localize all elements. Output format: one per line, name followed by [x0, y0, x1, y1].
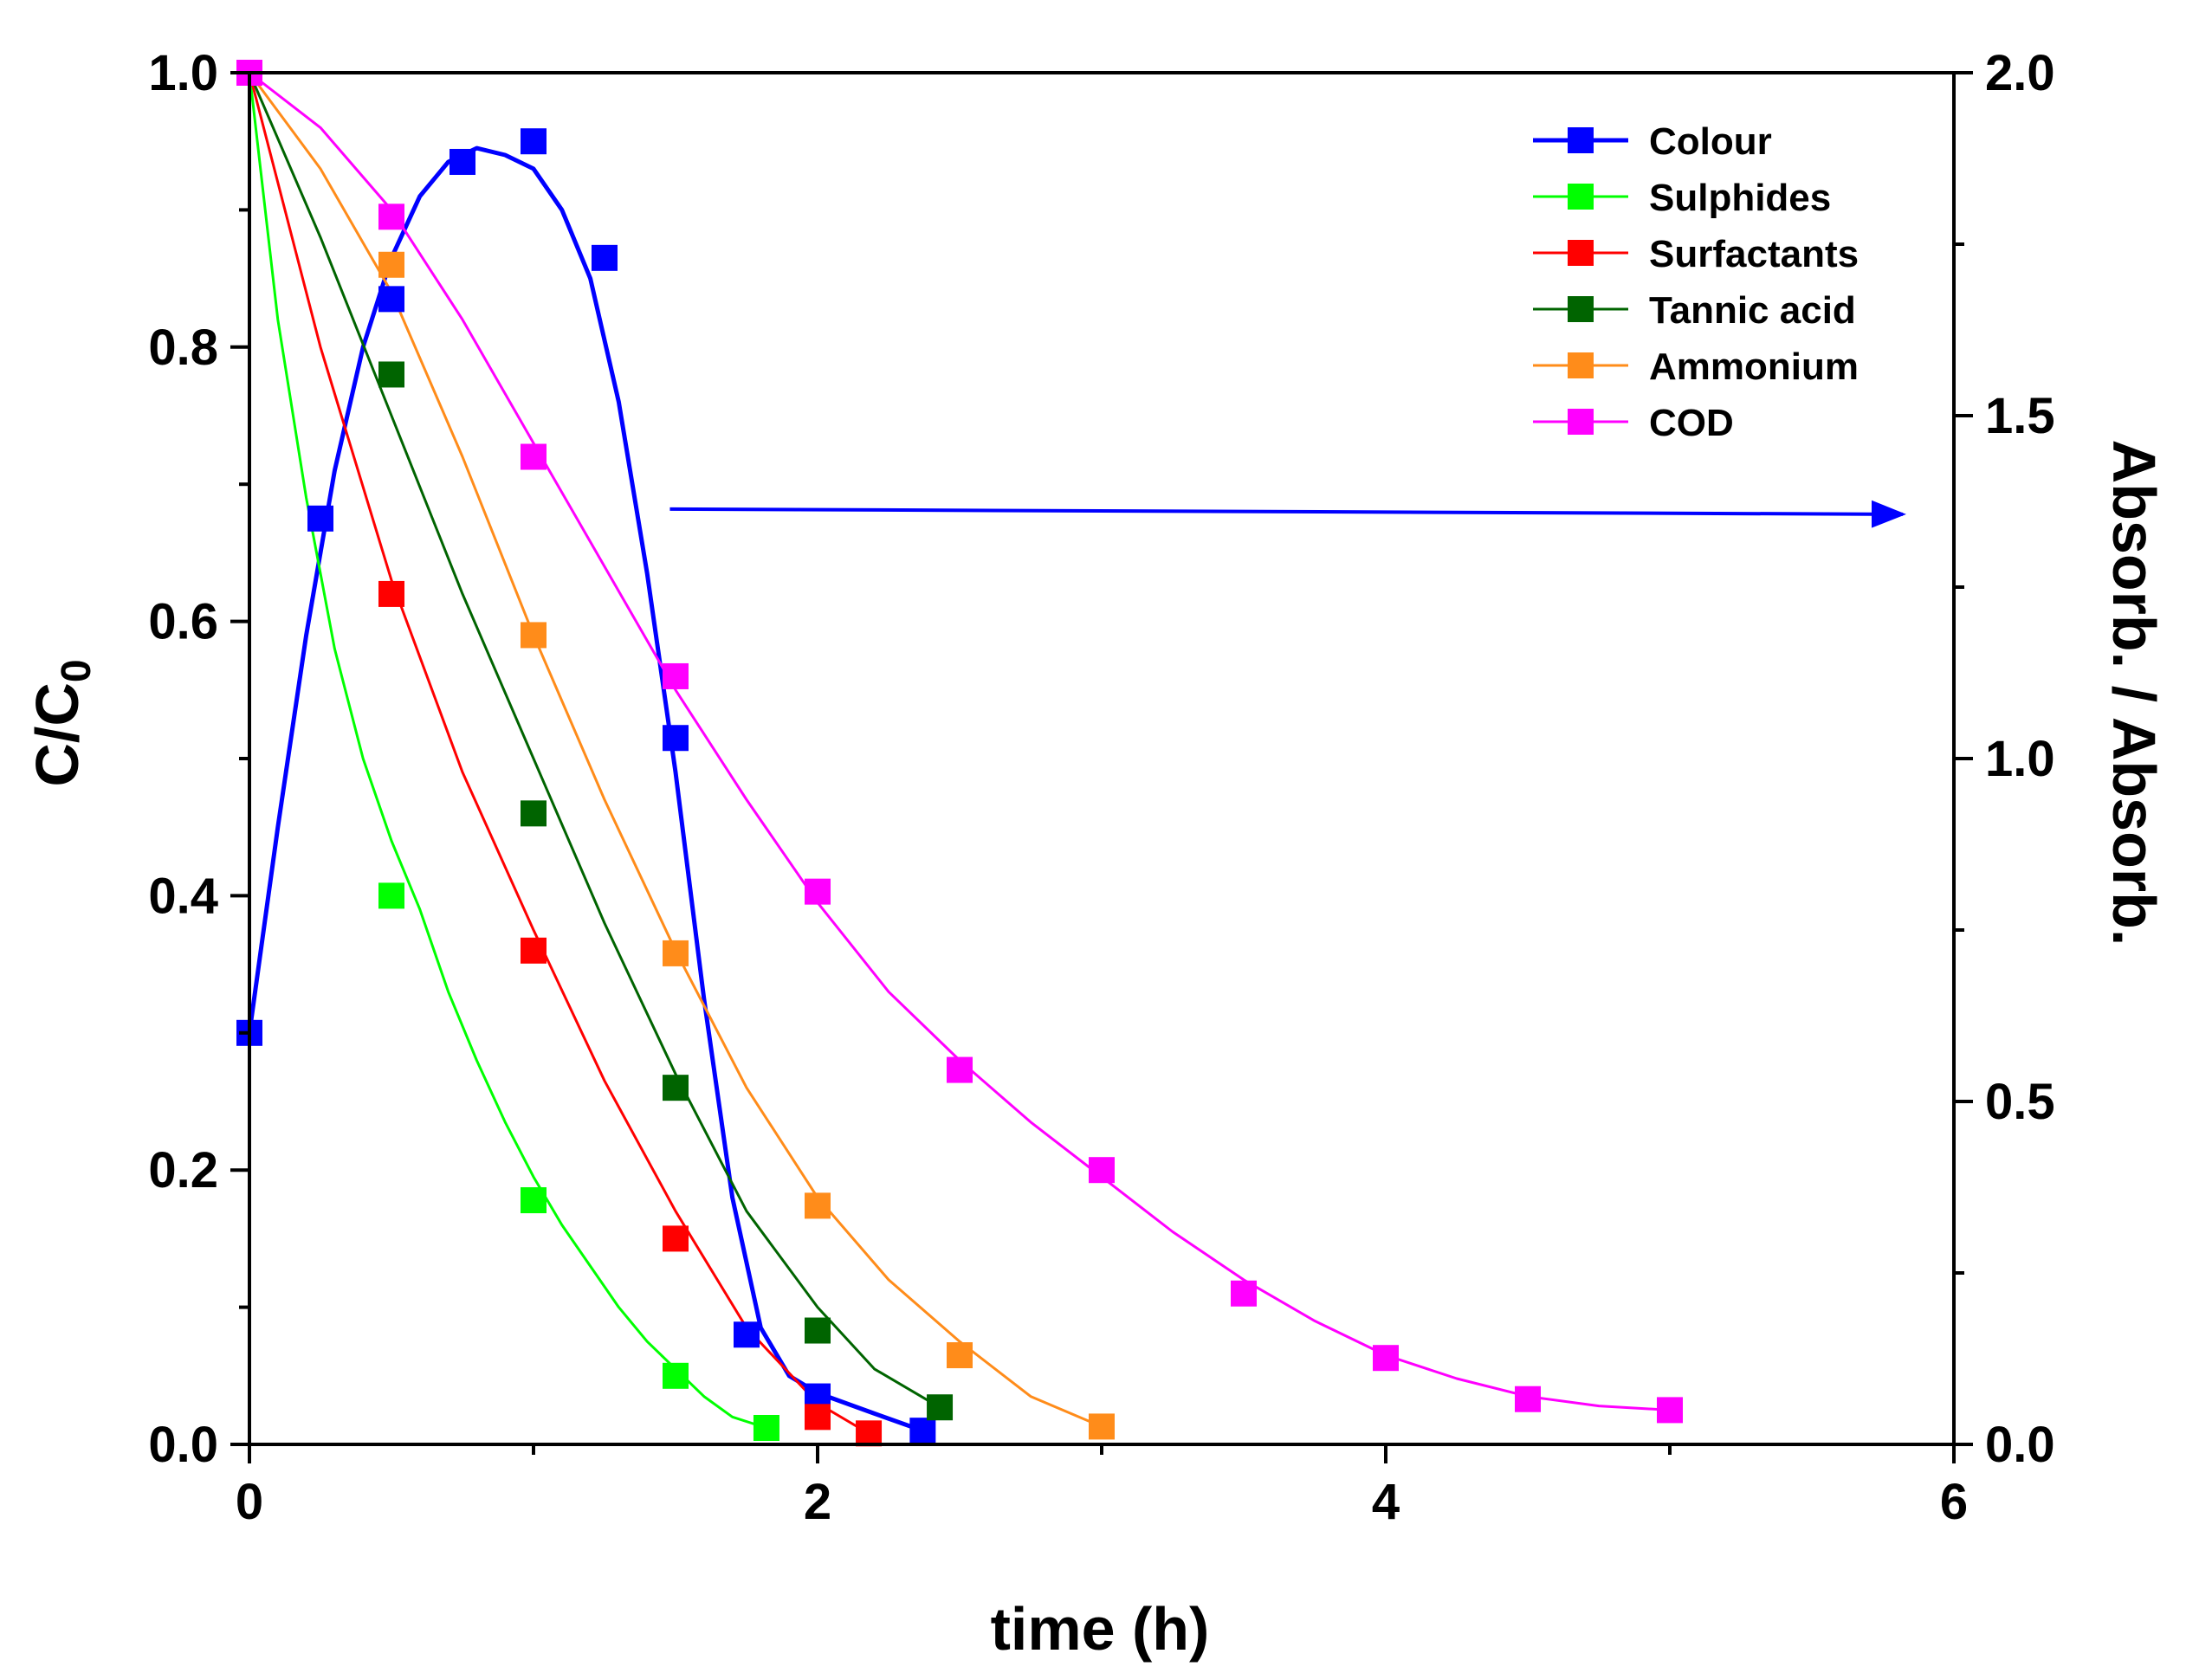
data-point-ammonium [947, 1342, 973, 1369]
y-right-axis-title: Absorb. / Absorb. [2100, 440, 2168, 946]
data-point-tannic-acid [663, 1075, 689, 1101]
right-axis-arrow [669, 500, 1906, 528]
series-line-sulphides [248, 72, 767, 1430]
x-tick-label: 2 [804, 1474, 831, 1530]
y-axis-title-subscript: 0 [54, 659, 100, 682]
data-point-ammonium [1089, 1413, 1115, 1440]
data-point-cod [1657, 1397, 1683, 1424]
legend-label: Surfactants [1649, 233, 1859, 275]
x-tick-label: 4 [1372, 1474, 1400, 1530]
data-point-sulphides [753, 1414, 779, 1441]
legend-item-surfactants: Surfactants [1533, 233, 1859, 275]
y-tick-label: 1.0 [148, 45, 218, 101]
legend-label: Tannic acid [1649, 289, 1856, 332]
legend-item-colour: Colour [1533, 120, 1772, 163]
y-axis-title-main: C/C [23, 682, 91, 787]
data-point-sulphides [378, 882, 404, 909]
legend-marker [1568, 240, 1594, 266]
legend-marker [1568, 409, 1594, 435]
legend-label: Ammonium [1649, 346, 1859, 388]
data-point-ammonium [663, 940, 689, 966]
data-point-cod [947, 1056, 973, 1083]
data-point-cod [805, 878, 831, 905]
series-line-tannic-acid [248, 72, 941, 1409]
data-point-colour [909, 1418, 936, 1444]
legend-label: Colour [1649, 120, 1772, 163]
data-point-cod [1231, 1280, 1257, 1307]
y-right-tick-label: 0.5 [1985, 1074, 2055, 1130]
y-tick-label: 0.8 [148, 320, 218, 376]
data-point-ammonium [521, 622, 547, 649]
legend-marker [1568, 296, 1594, 322]
legend-item-ammonium: Ammonium [1533, 346, 1859, 388]
data-point-ammonium [805, 1192, 831, 1219]
data-point-cod [1373, 1345, 1399, 1372]
legend-label: Sulphides [1649, 177, 1831, 219]
data-point-tannic-acid [927, 1394, 954, 1421]
legend: Colour Sulphides Surfactants Tannic acid Amm… [1533, 120, 1859, 444]
y-tick-label: 0.6 [148, 594, 218, 650]
data-point-colour [592, 244, 618, 271]
y-tick-label: 0.0 [148, 1417, 218, 1473]
data-point-colour [663, 725, 689, 752]
y-right-tick-label: 1.0 [1985, 731, 2055, 787]
legend-marker [1568, 184, 1594, 210]
data-point-surfactants [663, 1225, 689, 1252]
legend-marker [1568, 127, 1594, 153]
legend-label: COD [1649, 402, 1734, 444]
series-line-colour [247, 145, 924, 1433]
y-tick-label: 0.4 [148, 868, 218, 924]
data-point-tannic-acid [521, 800, 547, 827]
data-point-colour [450, 148, 475, 175]
data-point-sulphides [663, 1362, 689, 1389]
legend-item-tannic-acid: Tannic acid [1533, 289, 1856, 332]
data-point-colour [521, 128, 547, 155]
data-point-surfactants [856, 1420, 883, 1447]
data-point-tannic-acid [805, 1317, 831, 1344]
plot-frame [248, 71, 1956, 1446]
data-point-sulphides [521, 1187, 547, 1214]
y-right-tick-label: 1.5 [1985, 388, 2055, 444]
x-axis-title: time (h) [991, 1595, 1210, 1663]
data-point-cod [378, 203, 404, 230]
data-point-cod [663, 662, 689, 689]
data-point-colour [378, 286, 404, 313]
data-point-cod [1089, 1157, 1115, 1184]
data-point-surfactants [521, 937, 547, 964]
data-point-ammonium [378, 251, 404, 278]
x-tick-label: 6 [1940, 1474, 1968, 1530]
data-point-surfactants [805, 1404, 831, 1431]
data-point-tannic-acid [378, 361, 404, 388]
series-line-surfactants [248, 72, 870, 1435]
y-tick-label: 0.2 [148, 1142, 218, 1198]
y-axis-title: C/C0 [23, 659, 100, 786]
legend-marker [1568, 352, 1594, 378]
data-point-cod [521, 443, 547, 470]
data-point-cod [1515, 1386, 1541, 1412]
data-point-surfactants [378, 580, 404, 607]
y-right-tick-label: 0.0 [1985, 1417, 2055, 1473]
data-point-colour [307, 505, 333, 532]
x-tick-label: 0 [236, 1474, 263, 1530]
series-line-cod [249, 71, 1671, 1411]
y-right-tick-label: 2.0 [1985, 45, 2055, 101]
legend-item-cod: COD [1533, 402, 1734, 444]
data-point-colour [734, 1321, 760, 1348]
legend-item-sulphides: Sulphides [1533, 177, 1831, 219]
